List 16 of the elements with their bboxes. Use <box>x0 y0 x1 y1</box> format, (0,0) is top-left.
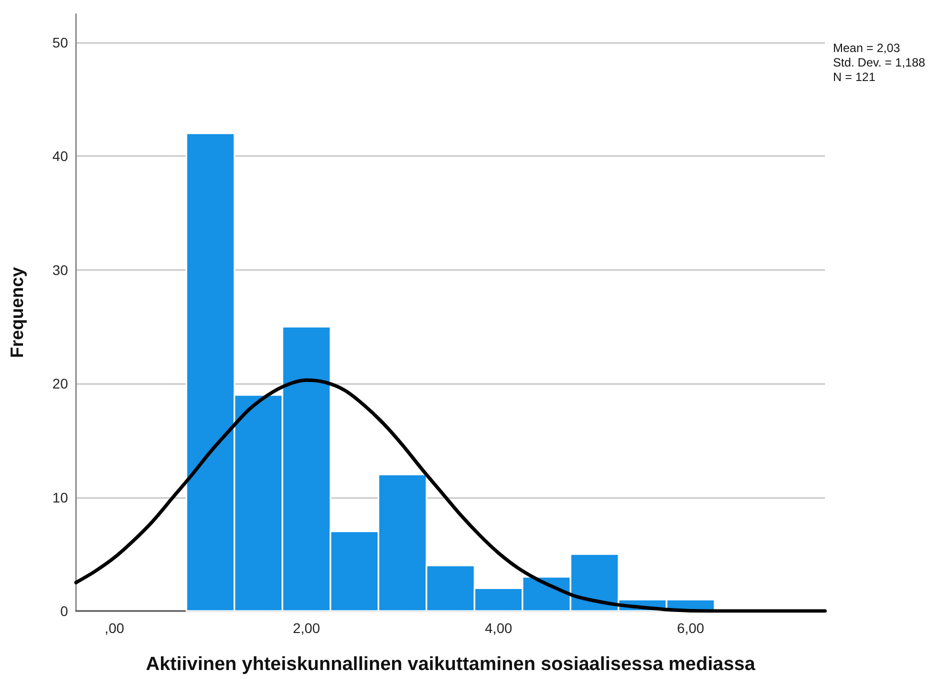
x-tick-label: ,00 <box>104 620 124 636</box>
y-tick-label: 30 <box>52 262 68 278</box>
y-tick-label: 0 <box>60 603 68 619</box>
y-tick-label: 50 <box>52 34 68 50</box>
y-tick-label: 20 <box>52 376 68 392</box>
y-tick-label: 10 <box>52 489 68 506</box>
x-tick-label: 2,00 <box>292 620 320 636</box>
x-tick-label: 6,00 <box>676 620 704 636</box>
y-axis-title: Frequency <box>7 266 27 358</box>
x-tick-label: 4,00 <box>484 620 512 636</box>
y-tick-label: 40 <box>52 148 68 164</box>
x-axis-title: Aktiivinen yhteiskunnallinen vaikuttaminen sosiaalisessa mediassa <box>146 654 756 675</box>
text: N = 121 <box>833 70 876 84</box>
text: Mean = 2,03 <box>833 41 900 55</box>
line-series <box>74 378 827 613</box>
text: Std. Dev. = 1,188 <box>833 56 926 70</box>
